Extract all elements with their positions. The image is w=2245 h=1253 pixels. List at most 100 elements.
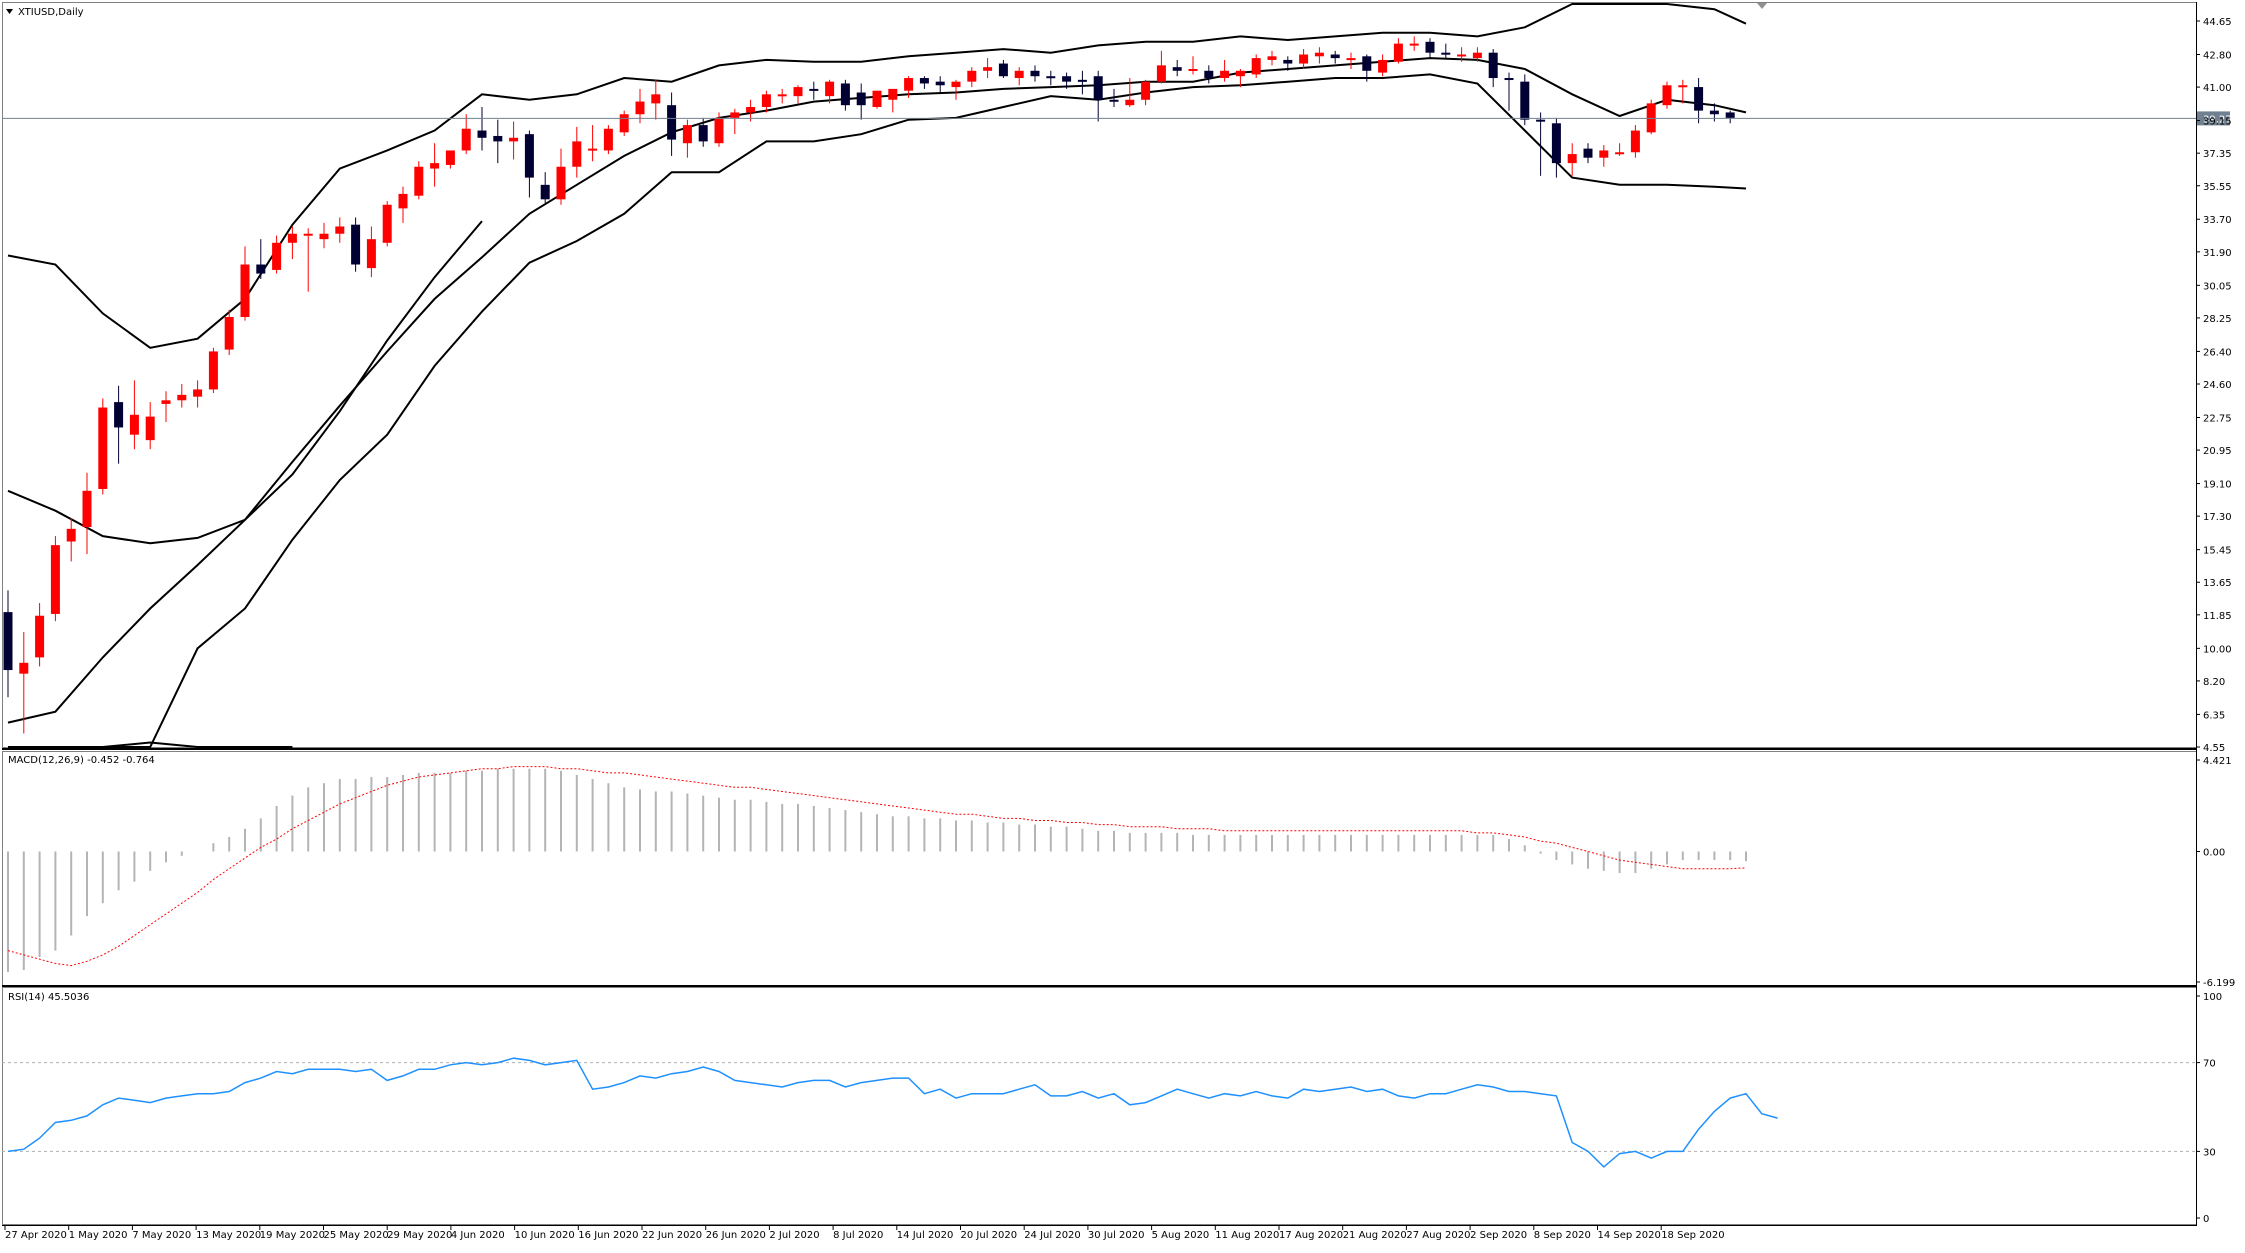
candle[interactable] (224, 309, 234, 356)
candle[interactable] (1125, 78, 1135, 107)
candle[interactable] (1662, 81, 1672, 109)
candle[interactable] (1077, 70, 1087, 95)
chart-shift-marker-icon[interactable] (1757, 3, 1767, 9)
candle[interactable] (809, 81, 819, 100)
candle[interactable] (651, 79, 661, 120)
candle[interactable] (35, 603, 45, 667)
candle[interactable] (335, 217, 345, 243)
candle[interactable] (825, 79, 835, 104)
candle[interactable] (698, 117, 708, 147)
candle[interactable] (998, 59, 1008, 79)
candle[interactable] (556, 148, 566, 205)
candle[interactable] (856, 83, 866, 120)
candle[interactable] (524, 130, 534, 198)
candle[interactable] (1551, 117, 1561, 178)
candle[interactable] (1299, 49, 1309, 69)
candle[interactable] (1220, 59, 1230, 82)
candle[interactable] (1520, 74, 1530, 126)
candle[interactable] (366, 226, 376, 278)
candle[interactable] (145, 402, 155, 450)
candle[interactable] (1536, 112, 1546, 176)
candle[interactable] (1314, 47, 1324, 64)
candle[interactable] (1472, 47, 1482, 62)
candle[interactable] (445, 150, 455, 169)
candle[interactable] (1362, 54, 1372, 82)
candle[interactable] (1062, 72, 1072, 89)
candle[interactable] (1725, 110, 1735, 124)
candle[interactable] (430, 143, 440, 187)
candle[interactable] (1457, 47, 1467, 62)
candle[interactable] (682, 119, 692, 158)
candle[interactable] (3, 590, 13, 698)
candle[interactable] (50, 536, 60, 622)
candle[interactable] (1425, 38, 1435, 59)
candle[interactable] (1488, 49, 1498, 88)
candle[interactable] (761, 90, 771, 113)
candle[interactable] (793, 85, 803, 104)
candle[interactable] (1378, 54, 1388, 77)
candle[interactable] (256, 239, 266, 279)
candle[interactable] (461, 114, 471, 155)
candle[interactable] (319, 222, 329, 249)
candle[interactable] (1646, 99, 1656, 135)
candle[interactable] (1046, 70, 1056, 86)
candle[interactable] (303, 228, 313, 292)
candle[interactable] (1583, 143, 1593, 164)
candle[interactable] (1630, 125, 1640, 158)
candle[interactable] (777, 88, 787, 104)
candle[interactable] (414, 161, 424, 200)
candle[interactable] (1599, 145, 1609, 167)
candle[interactable] (730, 108, 740, 135)
candle[interactable] (66, 517, 76, 562)
candle[interactable] (287, 226, 297, 260)
candle[interactable] (1615, 143, 1625, 156)
candle[interactable] (1283, 56, 1293, 71)
candle[interactable] (398, 186, 408, 223)
candle[interactable] (1156, 50, 1166, 84)
candle[interactable] (667, 92, 677, 156)
candle[interactable] (1093, 70, 1103, 122)
candle[interactable] (935, 76, 945, 93)
candle[interactable] (272, 235, 282, 274)
candle[interactable] (1346, 52, 1356, 69)
candle[interactable] (572, 126, 582, 178)
candle[interactable] (1409, 36, 1419, 51)
candle[interactable] (540, 172, 550, 203)
candle[interactable] (1393, 38, 1403, 64)
candle[interactable] (1567, 143, 1577, 176)
candle[interactable] (1267, 50, 1277, 66)
candle[interactable] (619, 110, 629, 136)
candle[interactable] (493, 119, 503, 164)
candle[interactable] (1441, 43, 1451, 59)
candle[interactable] (351, 217, 361, 272)
candle[interactable] (1109, 88, 1119, 107)
candle[interactable] (240, 246, 250, 321)
candle[interactable] (129, 380, 139, 450)
candle[interactable] (983, 58, 993, 79)
candle[interactable] (1030, 65, 1040, 82)
candle[interactable] (840, 79, 850, 111)
candle[interactable] (1188, 56, 1198, 75)
candle[interactable] (382, 201, 392, 247)
candle[interactable] (951, 79, 961, 100)
candle[interactable] (208, 347, 218, 394)
candle[interactable] (193, 380, 203, 408)
candle[interactable] (114, 385, 124, 464)
candle[interactable] (888, 88, 898, 113)
candle[interactable] (635, 88, 645, 124)
candle[interactable] (19, 632, 29, 734)
candle[interactable] (477, 106, 487, 151)
candle[interactable] (1694, 78, 1704, 124)
candle[interactable] (904, 76, 914, 98)
candle[interactable] (1330, 50, 1340, 64)
candle[interactable] (1141, 79, 1151, 106)
candle[interactable] (1204, 65, 1214, 84)
candle[interactable] (919, 76, 929, 89)
candle[interactable] (588, 125, 598, 162)
candle[interactable] (1504, 72, 1514, 111)
candle[interactable] (746, 99, 756, 122)
candle[interactable] (509, 121, 519, 160)
candle[interactable] (1251, 54, 1261, 79)
candle[interactable] (1678, 79, 1688, 104)
